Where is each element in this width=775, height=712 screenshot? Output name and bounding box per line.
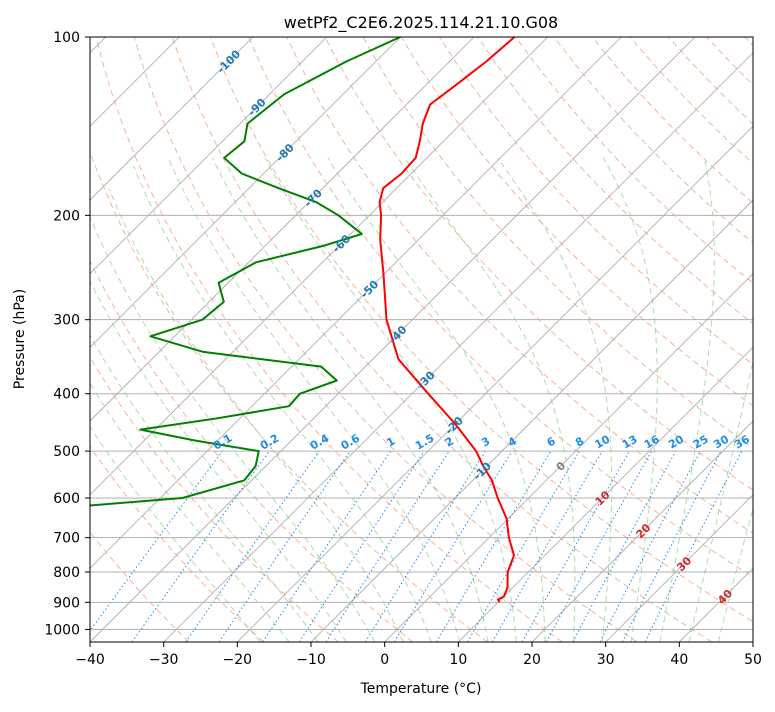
x-tick-label: −20 bbox=[223, 652, 253, 668]
x-tick-label: 20 bbox=[523, 652, 541, 668]
x-tick-label: −10 bbox=[296, 652, 326, 668]
x-tick-label: −40 bbox=[75, 652, 105, 668]
y-tick-label: 200 bbox=[53, 208, 80, 224]
y-tick-label: 800 bbox=[53, 565, 80, 581]
y-tick-label: 1000 bbox=[44, 622, 80, 638]
x-tick-label: −30 bbox=[149, 652, 179, 668]
y-tick-label: 300 bbox=[53, 313, 80, 329]
x-axis-label: Temperature (°C) bbox=[360, 681, 482, 697]
y-tick-label: 700 bbox=[53, 531, 80, 547]
y-tick-label: 400 bbox=[53, 387, 80, 403]
x-tick-label: 0 bbox=[380, 652, 389, 668]
chart-title: wetPf2_C2E6.2025.114.21.10.G08 bbox=[284, 13, 558, 33]
x-tick-label: 10 bbox=[449, 652, 467, 668]
y-tick-label: 600 bbox=[53, 491, 80, 507]
y-tick-label: 900 bbox=[53, 595, 80, 611]
x-tick-label: 40 bbox=[670, 652, 688, 668]
y-tick-label: 100 bbox=[53, 30, 80, 46]
x-tick-label: 30 bbox=[597, 652, 615, 668]
y-axis-label: Pressure (hPa) bbox=[12, 289, 28, 389]
x-tick-label: 50 bbox=[744, 652, 762, 668]
y-tick-label: 500 bbox=[53, 444, 80, 460]
